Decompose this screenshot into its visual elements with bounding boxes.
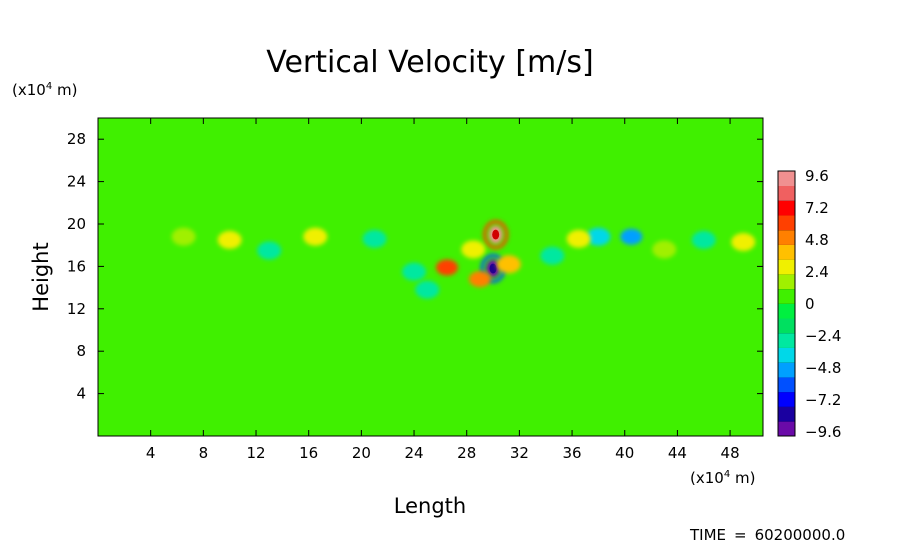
colorbar-swatch	[778, 421, 795, 437]
heatmap-cell	[257, 241, 282, 260]
y-axis-unit: (x104 m)	[12, 81, 77, 99]
colorbar: 9.6 7.2 4.8 2.4 0 −2.4 −4.8 −7.2 −9.6	[777, 167, 841, 441]
x-axis-label: Length	[394, 494, 466, 518]
heatmap-cell	[566, 229, 591, 248]
colorbar-swatch	[778, 171, 795, 187]
colorbar-swatch	[778, 332, 795, 348]
heatmap-cell	[435, 259, 458, 276]
heatmap-cell	[620, 228, 643, 245]
x-tick-label: 12	[246, 444, 265, 462]
heatmap-cell	[540, 246, 565, 265]
heatmap-cell	[415, 280, 440, 299]
x-axis-unit: (x104 m)	[690, 469, 755, 487]
colorbar-label: −2.4	[805, 327, 841, 345]
colorbar-frame	[777, 170, 796, 437]
colorbar-swatch	[778, 347, 795, 363]
x-tick-label: 32	[510, 444, 529, 462]
colorbar-label: 0	[805, 295, 815, 313]
colorbar-swatch	[778, 303, 795, 319]
x-tick-label: 44	[668, 444, 687, 462]
chart-title: Vertical Velocity [m/s]	[266, 45, 593, 80]
y-tick-label: 4	[76, 385, 86, 403]
heatmap-background	[98, 118, 763, 436]
colorbar-label: −4.8	[805, 359, 841, 377]
colorbar-swatch	[778, 391, 795, 407]
heatmap-cell	[217, 230, 242, 249]
colorbar-swatch	[778, 215, 795, 231]
y-tick-label: 8	[76, 342, 86, 360]
colorbar-label: 7.2	[805, 199, 829, 217]
colorbar-swatch	[778, 229, 795, 245]
heatmap-cell	[496, 255, 521, 274]
heatmap-cell	[652, 240, 677, 259]
x-tick-label: 8	[199, 444, 209, 462]
colorbar-swatch	[778, 318, 795, 334]
y-axis-ticks: 4 8 12 16 20 24 28	[67, 130, 763, 403]
colorbar-label: 2.4	[805, 263, 829, 281]
colorbar-swatch	[778, 259, 795, 275]
y-tick-label: 20	[67, 215, 86, 233]
plot-area	[97, 117, 764, 437]
colorbar-label: 9.6	[805, 167, 829, 185]
colorbar-swatch	[778, 288, 795, 304]
x-tick-label: 16	[299, 444, 318, 462]
heatmap-cell	[731, 233, 756, 252]
heatmap-cell	[303, 227, 328, 246]
heatmap-cell	[691, 230, 716, 249]
colorbar-swatch	[778, 244, 795, 260]
colorbar-swatch	[778, 185, 795, 201]
x-tick-label: 28	[457, 444, 476, 462]
x-tick-label: 48	[721, 444, 740, 462]
x-tick-label: 20	[352, 444, 371, 462]
colorbar-label: −9.6	[805, 423, 841, 441]
colorbar-swatch	[778, 274, 795, 290]
colorbar-label: 4.8	[805, 231, 829, 249]
colorbar-swatch	[778, 377, 795, 393]
heatmap-cell	[468, 271, 491, 288]
colorbar-swatch	[778, 362, 795, 378]
x-tick-label: 40	[615, 444, 634, 462]
y-tick-label: 24	[67, 173, 86, 191]
y-tick-label: 28	[67, 130, 86, 148]
x-tick-label: 4	[146, 444, 156, 462]
colorbar-swatch	[778, 200, 795, 216]
heatmap-cell-core	[489, 263, 497, 274]
x-tick-label: 36	[563, 444, 582, 462]
plot-frame	[97, 117, 764, 437]
heatmap-cell-core	[492, 229, 500, 240]
colorbar-swatch	[778, 406, 795, 422]
x-axis-ticks: 4 8 12 16 20 24 28 32 36 40 44 48	[146, 118, 740, 462]
y-axis-label: Height	[29, 242, 53, 311]
heatmap-cell	[362, 229, 387, 248]
heatmap-cell-halo	[483, 220, 509, 250]
y-tick-label: 16	[67, 257, 86, 275]
heatmap-cell	[171, 227, 196, 246]
heatmap-cell	[461, 240, 486, 259]
x-tick-label: 24	[404, 444, 423, 462]
heatmap-cell	[586, 227, 611, 246]
heatmap-cell	[402, 262, 427, 281]
colorbar-label: −7.2	[805, 391, 841, 409]
time-readout: TIME = 60200000.0	[689, 526, 845, 544]
y-tick-label: 12	[67, 300, 86, 318]
